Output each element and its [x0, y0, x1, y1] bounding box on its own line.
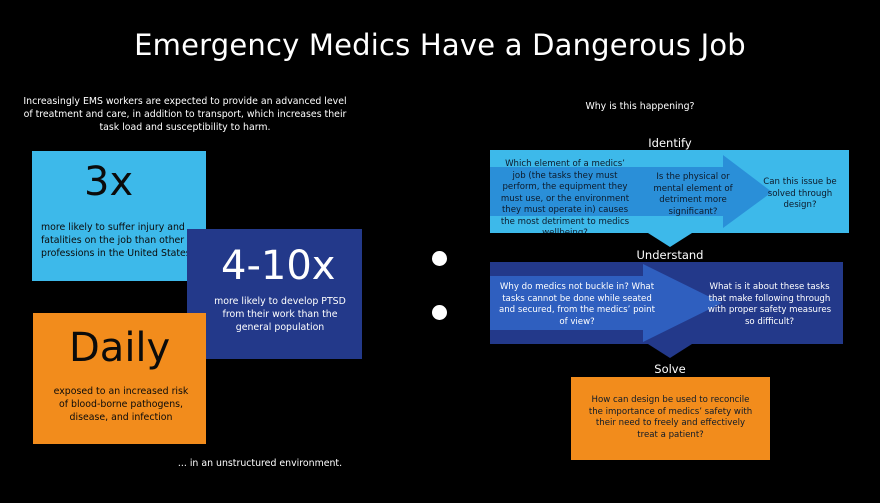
understand-question-1: Why do medics not buckle in? What tasks … — [498, 282, 656, 327]
footnote: ... in an unstructured environment. — [177, 458, 343, 469]
page-title: Emergency Medics Have a Dangerous Job — [134, 28, 746, 62]
colon-dot-bottom — [432, 305, 447, 320]
understand-notch — [648, 344, 692, 358]
stat-card-4-10x: 4-10x more likely to develop PTSD from t… — [187, 229, 362, 359]
identify-question-2: Is the physical or mental element of det… — [653, 172, 733, 217]
stat-value: 3x — [84, 159, 134, 205]
identify-question-1: Which element of a medics’ job (the task… — [500, 159, 630, 233]
identify-panel: Which element of a medics’ job (the task… — [490, 150, 849, 233]
identify-notch — [648, 233, 692, 247]
stat-card-3x: 3x more likely to suffer injury and fata… — [32, 151, 206, 281]
stat-description: more likely to develop PTSD from their w… — [214, 296, 346, 333]
stat-description: exposed to an increased risk of blood-bo… — [53, 386, 189, 423]
colon-dot-top — [432, 251, 447, 266]
solve-panel: How can design be used to reconcile the … — [571, 377, 770, 460]
intro-text: Increasingly EMS workers are expected to… — [23, 96, 347, 133]
stat-description: more likely to suffer injury and fatalit… — [41, 222, 191, 259]
identify-question-3: Can this issue be solved through design? — [763, 177, 837, 210]
stage-label-identify: Identify — [648, 136, 692, 150]
understand-panel: Why do medics not buckle in? What tasks … — [490, 262, 843, 344]
stat-card-daily: Daily exposed to an increased risk of bl… — [33, 313, 206, 444]
understand-question-2: What is it about these tasks that make f… — [707, 282, 832, 327]
stat-value: 4-10x — [221, 243, 336, 289]
stage-label-solve: Solve — [654, 362, 686, 376]
stat-value: Daily — [69, 325, 171, 371]
understand-arrow-shape — [490, 264, 722, 342]
why-heading: Why is this happening? — [585, 101, 695, 112]
identify-arrow-shape — [490, 155, 772, 228]
stage-label-understand: Understand — [636, 248, 704, 262]
solve-question-1: How can design be used to reconcile the … — [588, 395, 753, 440]
